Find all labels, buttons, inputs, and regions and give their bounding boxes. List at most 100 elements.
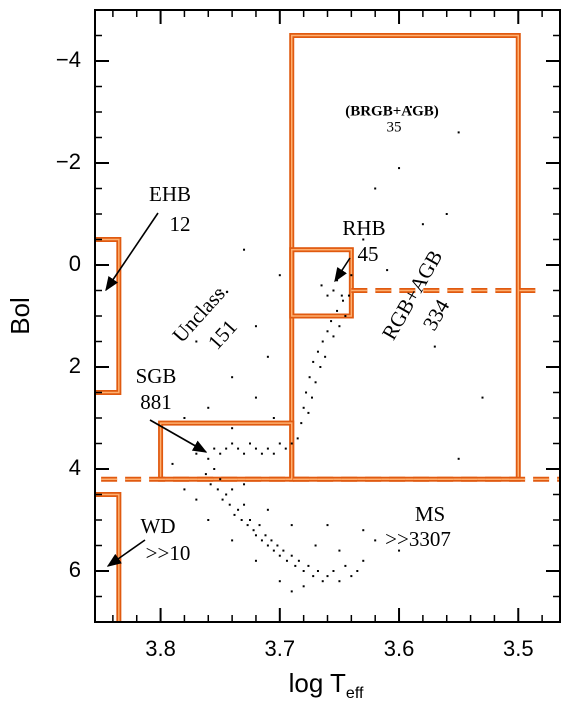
- point: [326, 575, 329, 578]
- point: [228, 503, 231, 506]
- point: [332, 335, 335, 338]
- point: [243, 248, 246, 251]
- point: [207, 457, 210, 460]
- point: [311, 396, 313, 399]
- point: [342, 299, 344, 302]
- annotation: 881: [140, 390, 172, 414]
- point: [216, 488, 219, 491]
- point: [290, 590, 293, 593]
- point: [237, 508, 240, 511]
- point: [254, 559, 257, 562]
- point: [266, 447, 269, 450]
- annotation: SGB: [136, 364, 177, 388]
- point: [344, 315, 347, 317]
- x-tick-label: 3.7: [265, 636, 296, 661]
- point: [362, 238, 365, 241]
- point: [252, 529, 255, 532]
- point: [336, 309, 339, 312]
- point: [300, 422, 303, 425]
- point: [278, 580, 281, 583]
- x-tick-label: 3.5: [503, 636, 534, 661]
- point: [254, 447, 257, 450]
- point: [209, 483, 212, 486]
- point: [195, 498, 198, 501]
- point: [307, 411, 310, 414]
- region-box-inner: [159, 422, 293, 480]
- point: [312, 575, 315, 578]
- annotation: WD: [141, 514, 176, 538]
- point: [266, 508, 269, 511]
- point: [254, 396, 257, 399]
- y-tick-label: −4: [56, 47, 81, 72]
- point: [278, 274, 281, 277]
- point: [290, 442, 293, 445]
- point: [308, 376, 311, 379]
- x-axis-label: log Teff: [289, 668, 364, 702]
- y-axis-label: Bol: [5, 297, 35, 335]
- annotation: 45: [358, 242, 379, 266]
- region-box: [289, 33, 521, 482]
- point: [374, 187, 377, 190]
- point: [350, 575, 353, 578]
- annotation: >>3307: [385, 527, 451, 551]
- point: [213, 447, 216, 450]
- point: [270, 539, 273, 542]
- point: [302, 406, 305, 409]
- point: [219, 478, 222, 481]
- point: [243, 503, 246, 506]
- point: [297, 559, 300, 562]
- point: [285, 559, 288, 562]
- annotation: EHB: [149, 182, 191, 206]
- point: [264, 534, 267, 537]
- point: [409, 105, 412, 108]
- point: [340, 294, 343, 297]
- point: [330, 320, 333, 323]
- point: [195, 340, 198, 343]
- point: [249, 442, 251, 445]
- point: [260, 452, 263, 455]
- region-box: [158, 420, 295, 482]
- point: [171, 462, 174, 465]
- point: [319, 366, 322, 368]
- annotation: RHB: [342, 216, 385, 240]
- point: [321, 580, 324, 583]
- point: [225, 493, 228, 496]
- axes: 3.8 3.7 3.6 3.5 −4 −2 0 2 4 6: [56, 9, 561, 661]
- point: [362, 559, 365, 562]
- y-tick-label: 2: [69, 353, 81, 378]
- region-box-inner: [290, 34, 520, 480]
- point: [445, 213, 448, 215]
- region-box: [289, 247, 354, 319]
- point: [254, 534, 257, 537]
- point: [338, 325, 341, 328]
- point: [231, 488, 234, 491]
- point: [320, 284, 323, 287]
- point: [243, 452, 246, 455]
- point: [316, 350, 319, 353]
- point: [356, 570, 359, 572]
- point: [374, 539, 377, 542]
- point: [258, 524, 261, 527]
- point: [332, 289, 335, 292]
- point: [314, 544, 317, 547]
- annotation: 12: [170, 212, 191, 236]
- point: [278, 442, 281, 445]
- point: [307, 564, 310, 567]
- point: [338, 580, 341, 583]
- point: [246, 524, 249, 527]
- point: [457, 457, 460, 460]
- points: [171, 105, 484, 593]
- point: [344, 564, 347, 567]
- point: [481, 396, 484, 399]
- point: [282, 549, 285, 552]
- point: [231, 376, 234, 379]
- x-axis-label-sub: eff: [346, 685, 364, 702]
- point: [350, 274, 353, 277]
- point: [272, 549, 275, 552]
- point: [195, 452, 198, 455]
- point: [231, 442, 234, 445]
- point: [290, 554, 293, 557]
- point: [326, 330, 329, 333]
- point: [321, 340, 324, 343]
- x-tick-label: 3.6: [384, 636, 415, 661]
